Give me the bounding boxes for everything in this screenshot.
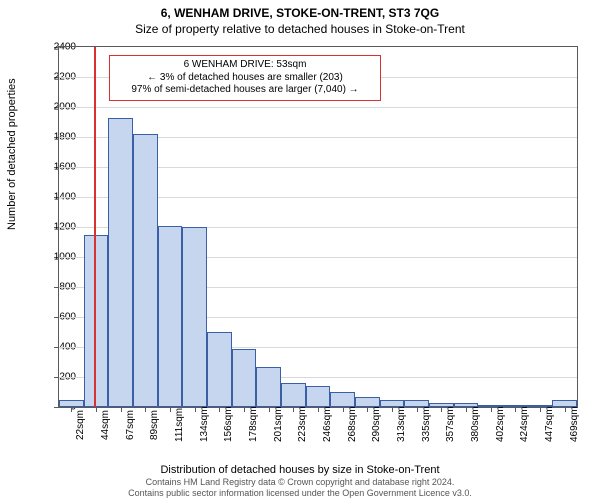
annotation-line: ← 3% of detached houses are smaller (203… <box>116 72 374 85</box>
x-tick-label: 447sqm <box>544 410 555 442</box>
footer-line1: Contains HM Land Registry data © Crown c… <box>0 477 600 487</box>
x-tick-label: 424sqm <box>519 410 530 442</box>
x-tick <box>441 408 442 412</box>
histogram-bar <box>281 383 306 407</box>
plot-area: 6 WENHAM DRIVE: 53sqm← 3% of detached ho… <box>58 46 578 408</box>
annotation-line: 6 WENHAM DRIVE: 53sqm <box>116 59 374 72</box>
x-tick-label: 469sqm <box>569 410 580 442</box>
gridline <box>59 107 577 108</box>
x-tick <box>195 408 196 412</box>
histogram-bar <box>133 134 158 407</box>
x-tick <box>96 408 97 412</box>
histogram-bar <box>108 118 133 408</box>
histogram-bar <box>232 349 257 408</box>
x-tick <box>170 408 171 412</box>
x-tick <box>145 408 146 412</box>
marker-line <box>94 47 96 407</box>
histogram-bar <box>84 235 109 408</box>
footer-attribution: Contains HM Land Registry data © Crown c… <box>0 477 600 498</box>
x-tick <box>343 408 344 412</box>
y-axis-label: Number of detached properties <box>6 78 18 230</box>
histogram-bar <box>306 386 331 407</box>
x-tick <box>540 408 541 412</box>
x-tick <box>71 408 72 412</box>
x-tick-label: 357sqm <box>445 410 456 442</box>
x-tick <box>392 408 393 412</box>
histogram-bar <box>355 397 380 408</box>
x-tick-label: 134sqm <box>199 410 210 442</box>
histogram-bar <box>330 392 355 407</box>
histogram-bar <box>256 367 281 408</box>
chart-title-sub: Size of property relative to detached ho… <box>0 20 600 38</box>
x-tick-label: 380sqm <box>470 410 481 442</box>
histogram-bar <box>158 226 183 408</box>
x-tick-label: 313sqm <box>396 410 407 442</box>
x-tick-label: 402sqm <box>495 410 506 442</box>
chart-title-main: 6, WENHAM DRIVE, STOKE-ON-TRENT, ST3 7QG <box>0 0 600 20</box>
x-tick-label: 89sqm <box>149 410 160 442</box>
x-tick <box>565 408 566 412</box>
x-tick-label: 44sqm <box>100 410 111 442</box>
histogram-bar <box>207 332 232 407</box>
x-tick-label: 201sqm <box>273 410 284 442</box>
annotation-box: 6 WENHAM DRIVE: 53sqm← 3% of detached ho… <box>109 55 381 101</box>
x-tick <box>417 408 418 412</box>
x-tick <box>515 408 516 412</box>
x-tick <box>121 408 122 412</box>
x-tick-label: 268sqm <box>347 410 358 442</box>
x-tick-label: 22sqm <box>75 410 86 442</box>
x-tick-label: 290sqm <box>371 410 382 442</box>
x-tick-label: 335sqm <box>421 410 432 442</box>
x-tick <box>491 408 492 412</box>
x-tick <box>318 408 319 412</box>
x-tick <box>219 408 220 412</box>
x-tick <box>367 408 368 412</box>
x-tick <box>269 408 270 412</box>
histogram-bar <box>59 400 84 408</box>
x-tick <box>293 408 294 412</box>
histogram-bar <box>182 227 207 407</box>
footer-line2: Contains public sector information licen… <box>0 488 600 498</box>
x-tick <box>466 408 467 412</box>
x-tick-label: 67sqm <box>125 410 136 442</box>
x-tick-label: 246sqm <box>322 410 333 442</box>
x-tick-label: 223sqm <box>297 410 308 442</box>
x-tick-label: 111sqm <box>174 410 185 442</box>
chart-container: 6, WENHAM DRIVE, STOKE-ON-TRENT, ST3 7QG… <box>0 0 600 500</box>
x-tick <box>244 408 245 412</box>
annotation-line: 97% of semi-detached houses are larger (… <box>116 84 374 97</box>
x-tick-label: 156sqm <box>223 410 234 442</box>
x-axis-label: Distribution of detached houses by size … <box>0 464 600 476</box>
x-tick-label: 178sqm <box>248 410 259 442</box>
